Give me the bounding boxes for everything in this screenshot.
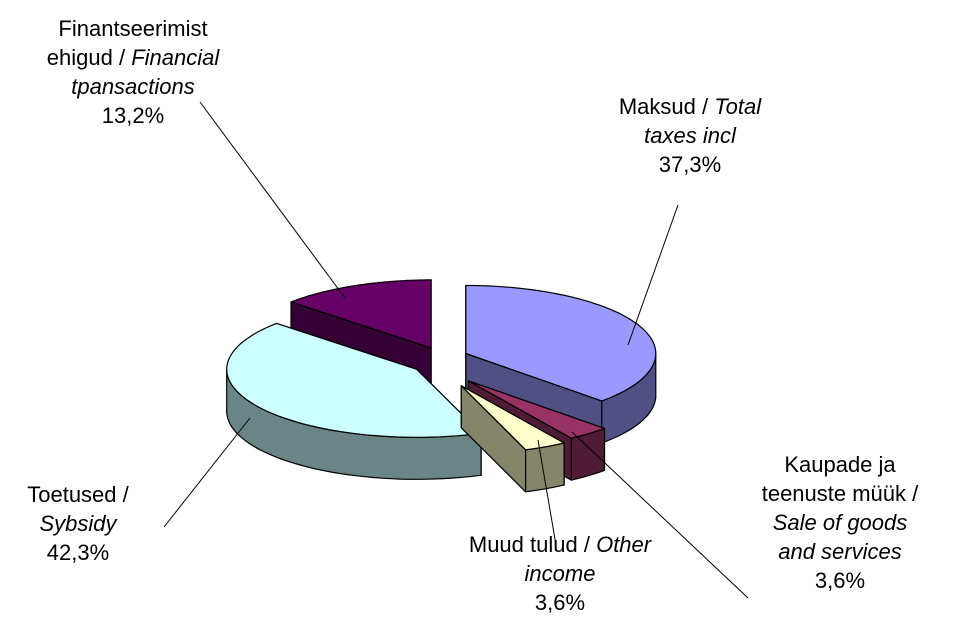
pie-slice — [226, 322, 482, 480]
en: Sybsidy — [39, 511, 117, 536]
value-label: 3,6% — [534, 590, 586, 615]
leader-line — [163, 417, 251, 528]
slice-wall — [525, 442, 565, 493]
leader-line — [199, 101, 346, 299]
value-label: 3,6% — [814, 568, 866, 593]
et: Toetused / — [27, 482, 129, 507]
en: Financial tpansactions — [71, 45, 220, 99]
value-label: 42,3% — [46, 540, 110, 565]
en: Sale of goods and services — [772, 510, 908, 564]
leader-line — [571, 431, 749, 599]
slice-top — [465, 284, 657, 402]
slice-top — [290, 279, 432, 349]
pie-slice — [460, 385, 565, 493]
slice-label: Finantseerimist ehigud / Financial tpans… — [38, 14, 228, 130]
slice-label: Maksud / Total taxes incl 37,3% — [603, 92, 778, 179]
slice-top — [460, 385, 565, 451]
en: Other income — [524, 532, 652, 586]
et: Kaupade ja teenuste müük / — [761, 452, 919, 506]
pie-slice — [465, 284, 657, 444]
slice-label: Toetused / Sybsidy 42,3% — [13, 480, 143, 567]
et: Muud tulud / — [468, 532, 590, 557]
value-label: 13,2% — [101, 103, 165, 128]
en: Total taxes incl — [644, 94, 762, 148]
leader-line — [537, 439, 557, 546]
slice-label: Kaupade ja teenuste müük / Sale of goods… — [758, 450, 923, 595]
value-label: 37,3% — [658, 152, 722, 177]
et: Maksud / — [618, 94, 709, 119]
slice-label: Muud tulud / Other income 3,6% — [465, 530, 655, 617]
slice-top — [226, 322, 482, 438]
leader-line — [627, 204, 679, 346]
et: Finantseerimist ehigud / — [46, 16, 208, 70]
